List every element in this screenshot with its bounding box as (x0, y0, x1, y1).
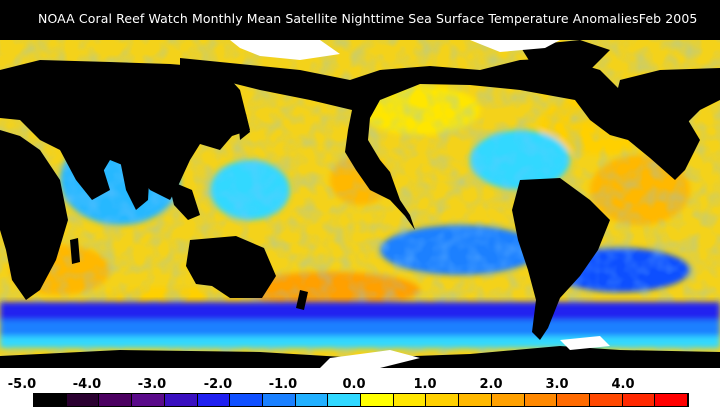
colorbar-swatch (230, 394, 263, 406)
colorbar-swatch (164, 394, 198, 406)
map-title-bar: NOAA Coral Reef Watch Monthly Mean Satel… (0, 11, 720, 29)
colorbar-swatch (393, 394, 427, 406)
colorbar-swatch (361, 394, 394, 406)
colorbar-swatch (524, 394, 558, 406)
colorbar-swatch (197, 394, 231, 406)
colorbar-swatch (99, 394, 133, 406)
colorbar-tick-labels: -5.0 -4.0 -3.0 -2.0 -1.0 0.0 1.0 2.0 3.0… (0, 374, 720, 395)
southern-ocean-band (0, 302, 720, 348)
colorbar-swatch (622, 394, 656, 406)
colorbar-swatch (34, 394, 67, 406)
map-title: NOAA Coral Reef Watch Monthly Mean Satel… (38, 11, 639, 26)
tick-label: -2.0 (203, 377, 233, 392)
colorbar-swatch (295, 394, 329, 406)
colorbar-swatch (132, 394, 165, 406)
tick-label: -5.0 (7, 377, 37, 392)
colorbar-swatch (328, 394, 362, 406)
tick-label: -4.0 (72, 377, 102, 392)
tick-label: 4.0 (611, 377, 635, 392)
sst-anomaly-map (0, 40, 720, 368)
unit-label: °C (688, 380, 700, 390)
colorbar-swatch (655, 394, 689, 406)
colorbar-swatch (589, 394, 623, 406)
tick-label: 3.0 (545, 377, 569, 392)
tick-label: -1.0 (268, 377, 298, 392)
tick-label: -3.0 (137, 377, 167, 392)
sea-ice (230, 40, 610, 368)
tick-label: 1.0 (413, 377, 437, 392)
colorbar-swatch (459, 394, 492, 406)
tick-label: 2.0 (479, 377, 503, 392)
colorbar-swatch (66, 394, 100, 406)
map-canvas (0, 40, 720, 368)
colorbar-swatch (426, 394, 460, 406)
colorbar-swatch (262, 394, 296, 406)
tick-label: 5.0 (681, 380, 705, 395)
landmasses (0, 40, 720, 368)
colorbar-swatch (557, 394, 590, 406)
tick-label: 0.0 (342, 377, 366, 392)
colorbar (33, 393, 689, 407)
colorbar-swatch (491, 394, 525, 406)
map-date: Feb 2005 (638, 11, 698, 26)
